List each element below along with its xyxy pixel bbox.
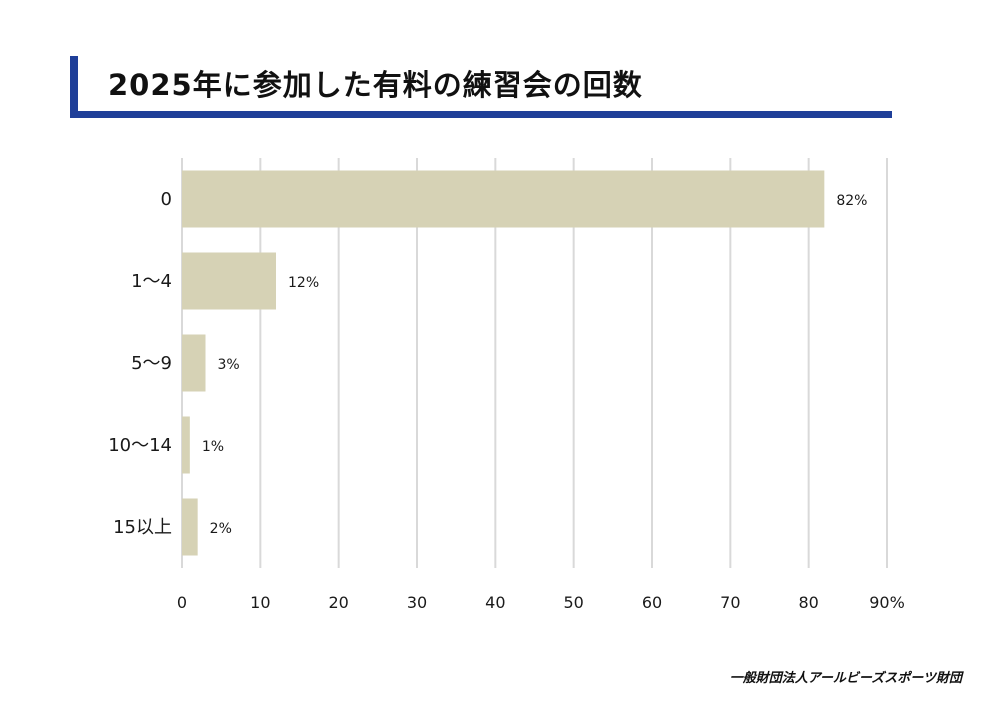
bar [182, 498, 198, 556]
x-tick-label: 80 [798, 593, 818, 612]
data-label: 12% [288, 275, 319, 291]
data-label: 2% [210, 521, 232, 537]
title-block: 2025年に参加した有料の練習会の回数 [70, 56, 892, 120]
x-tick-label: 60 [642, 593, 662, 612]
chart-title: 2025年に参加した有料の練習会の回数 [108, 68, 643, 102]
x-tick-label: 0 [177, 593, 187, 612]
category-label: 15以上 [113, 517, 172, 538]
x-tick-label: 20 [328, 593, 348, 612]
title-underline [70, 111, 892, 118]
data-label: 82% [836, 193, 867, 209]
data-label: 1% [202, 439, 224, 455]
x-tick-label: 10 [250, 593, 270, 612]
category-label: 1〜4 [131, 271, 172, 292]
bar [182, 416, 190, 474]
x-tick-label: 30 [407, 593, 427, 612]
bar [182, 334, 206, 392]
category-label: 0 [161, 189, 172, 210]
x-tick-label: 90% [869, 593, 905, 612]
title-accent-bar [70, 56, 78, 118]
x-tick-label: 70 [720, 593, 740, 612]
footer-credit: 一般財団法人アールビーズスポーツ財団 [729, 671, 962, 686]
bar [182, 170, 825, 228]
x-tick-label: 50 [563, 593, 583, 612]
x-tick-label: 40 [485, 593, 505, 612]
bar [182, 252, 276, 310]
category-label: 10〜14 [108, 435, 172, 456]
category-label: 5〜9 [131, 353, 172, 374]
data-label: 3% [218, 357, 240, 373]
